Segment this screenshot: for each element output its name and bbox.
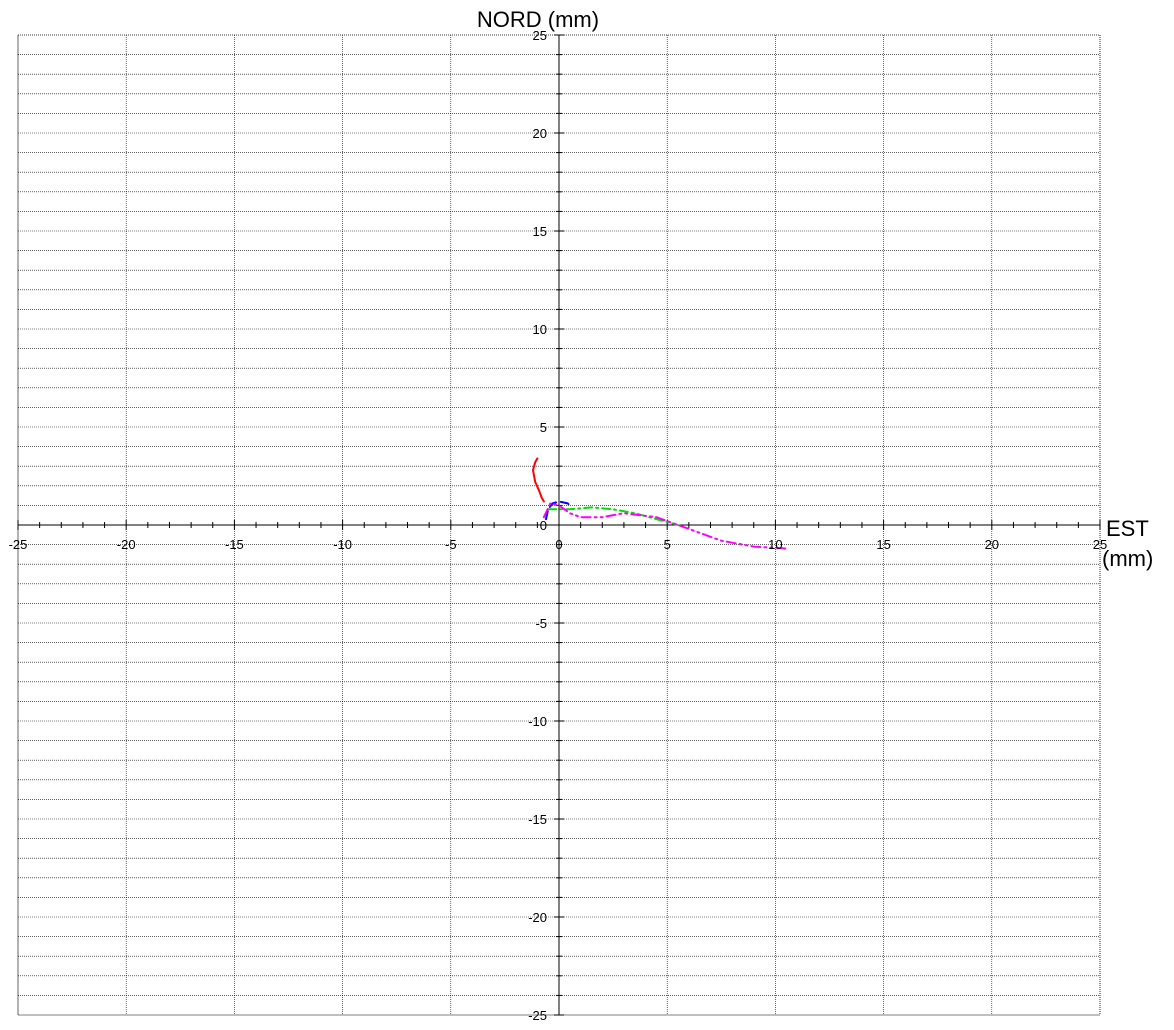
y-tick-label: 0 — [540, 518, 547, 533]
y-axis-title: NORD (mm) — [477, 7, 599, 32]
y-tick-label: -5 — [535, 616, 547, 631]
x-tick-label: -20 — [117, 537, 136, 552]
x-tick-label: -10 — [333, 537, 352, 552]
x-axis-title: EST — [1106, 516, 1149, 541]
y-tick-label: -10 — [528, 714, 547, 729]
series-line-1 — [532, 457, 545, 503]
series-line-4 — [542, 502, 788, 550]
x-axis-unit: (mm) — [1102, 546, 1153, 571]
series-line-3 — [547, 506, 679, 526]
series-group — [532, 457, 788, 550]
tick-labels: -25 -20 -15 -10 -5 0 5 10 15 20 25 -25 -20 -15 -10 -5 5 1… — [9, 28, 1108, 1023]
y-tick-label: 5 — [540, 420, 547, 435]
y-tick-label: 15 — [533, 224, 547, 239]
x-tick-label: 0 — [555, 537, 562, 552]
x-tick-label: 25 — [1093, 537, 1107, 552]
x-tick-label: -15 — [225, 537, 244, 552]
x-tick-label: 20 — [985, 537, 999, 552]
y-tick-label: 20 — [533, 126, 547, 141]
axes — [17, 34, 1101, 1016]
x-tick-label: 5 — [664, 537, 671, 552]
y-tick-label: -25 — [528, 1008, 547, 1023]
x-tick-label: 10 — [768, 537, 782, 552]
x-tick-label: -25 — [9, 537, 28, 552]
x-tick-label: -5 — [445, 537, 457, 552]
y-tick-label: -20 — [528, 910, 547, 925]
x-tick-label: 15 — [876, 537, 890, 552]
y-tick-label: 25 — [533, 28, 547, 43]
y-tick-label: 10 — [533, 322, 547, 337]
y-tick-label: -15 — [528, 812, 547, 827]
